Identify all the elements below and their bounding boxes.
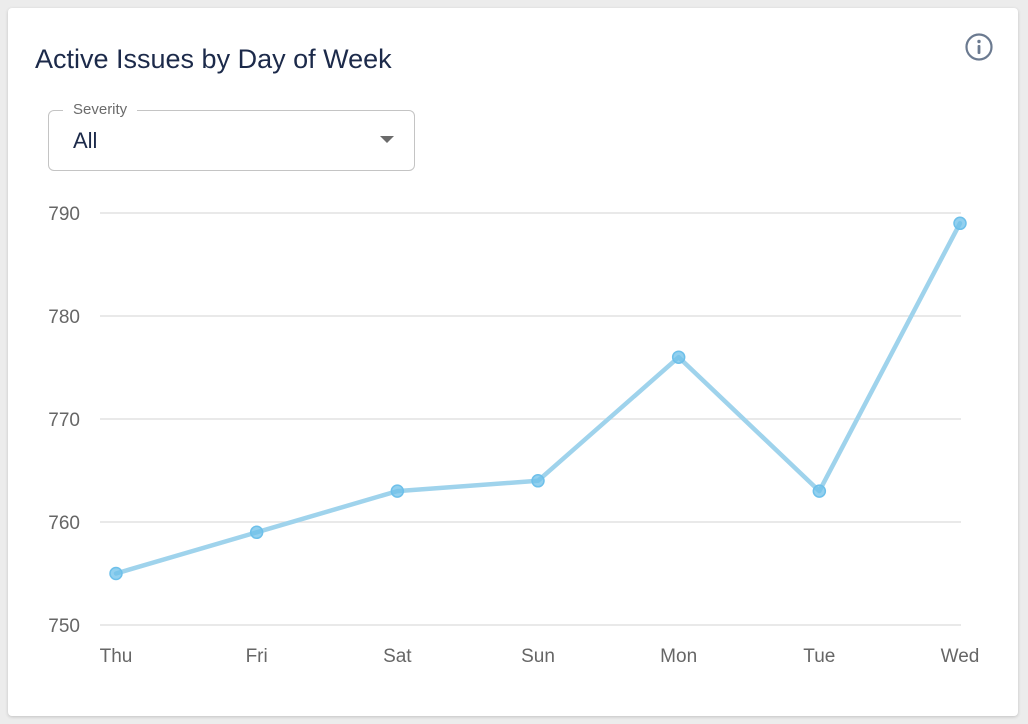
- data-point: [531, 474, 545, 488]
- x-tick-label: Fri: [246, 646, 268, 667]
- chart-card: Active Issues by Day of Week Severity Al…: [8, 8, 1018, 716]
- series-line: [113, 221, 963, 576]
- card-title: Active Issues by Day of Week: [35, 44, 392, 74]
- y-tick-label: 780: [48, 307, 80, 328]
- x-tick-label: Thu: [100, 646, 133, 667]
- y-tick-label: 750: [48, 616, 80, 637]
- data-point: [390, 484, 405, 498]
- x-tick-label: Wed: [941, 646, 980, 667]
- severity-select-label: Severity: [63, 101, 138, 118]
- line-chart: 750 760 770 780 790 Thu Fri Sat Sun Mon Tue Wed: [48, 204, 980, 667]
- data-point: [953, 216, 967, 231]
- severity-select[interactable]: Severity All: [48, 101, 415, 171]
- info-icon[interactable]: [964, 32, 994, 62]
- severity-select-value: All: [73, 128, 98, 153]
- y-tick-label: 790: [48, 204, 80, 225]
- data-point: [109, 566, 123, 581]
- chevron-down-icon: [380, 136, 394, 143]
- data-point: [671, 350, 686, 364]
- x-tick-label: Sun: [521, 646, 555, 667]
- x-tick-label: Sat: [383, 646, 412, 667]
- y-tick-label: 760: [48, 513, 80, 534]
- x-tick-label: Mon: [660, 646, 697, 667]
- y-tick-label: 770: [48, 410, 80, 431]
- x-tick-label: Tue: [803, 646, 835, 667]
- data-point: [812, 484, 827, 498]
- data-point: [249, 525, 264, 540]
